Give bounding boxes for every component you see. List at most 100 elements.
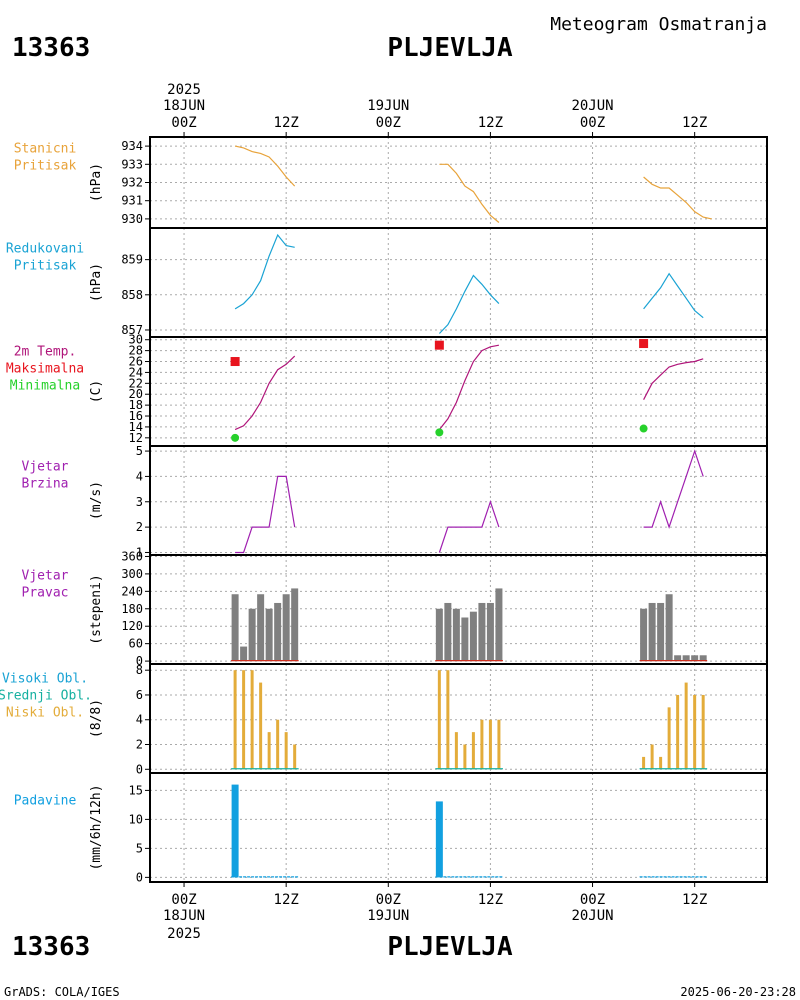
series-line xyxy=(643,358,704,400)
y-tick-label: 857 xyxy=(121,323,143,337)
data-bar xyxy=(659,756,663,770)
x-label-bottom-date: 18JUN xyxy=(163,908,205,924)
footer-generated: 2025-06-20-23:28 xyxy=(680,985,796,999)
data-bar xyxy=(259,682,263,770)
data-bar xyxy=(701,694,705,770)
data-bar xyxy=(240,646,248,662)
data-bar xyxy=(486,602,494,662)
data-bar xyxy=(684,682,688,770)
max-temp-marker xyxy=(434,340,444,350)
panel-label: Minimalna xyxy=(10,379,80,394)
y-tick-label: 0 xyxy=(136,762,143,776)
y-tick-label: 180 xyxy=(121,602,143,616)
max-temp-marker xyxy=(639,339,649,349)
panel-label: Pravac xyxy=(22,586,69,601)
min-temp-marker xyxy=(435,428,444,437)
data-bar xyxy=(257,594,265,662)
panel-label: Pritisak xyxy=(14,159,77,174)
panel-frame xyxy=(149,336,768,447)
y-tick-label: 858 xyxy=(121,288,143,302)
x-label-bottom-hour: 00Z xyxy=(580,892,605,908)
y-tick-label: 12 xyxy=(129,431,143,445)
data-bar xyxy=(250,670,254,770)
series-line xyxy=(234,145,296,187)
panel-precipitation: 0 5 10 15 Padavine (mm/6h/12h) xyxy=(14,772,768,884)
y-tick-label: 2 xyxy=(136,738,143,752)
y-tick-label: 5 xyxy=(136,444,143,458)
y-tick-label: 932 xyxy=(121,176,143,190)
y-axis-label: (m/s) xyxy=(89,481,104,520)
header-subtitle: Meteogram Osmatranja xyxy=(550,14,767,35)
data-bar xyxy=(454,732,458,770)
data-bar xyxy=(648,602,656,662)
data-bar xyxy=(437,670,441,770)
x-label-top-date: 20JUN xyxy=(571,98,613,114)
x-label-bottom-hour: 00Z xyxy=(376,892,401,908)
y-axis-label: (C) xyxy=(89,380,104,403)
series-line xyxy=(234,355,296,431)
x-label-top-hour: 12Z xyxy=(682,115,707,131)
panel-station_pressure: 930 931 932 933 934 Stanicni Pritisak (hPa) xyxy=(14,136,768,229)
max-temp-marker xyxy=(230,357,240,367)
panel-label: Visoki Obl. xyxy=(2,672,88,687)
y-tick-label: 930 xyxy=(121,212,143,226)
y-tick-label: 24 xyxy=(129,365,143,379)
x-label-top-hour: 00Z xyxy=(376,115,401,131)
data-bar xyxy=(284,732,288,770)
data-bar xyxy=(293,744,297,770)
data-bar xyxy=(435,801,443,878)
panel-frame xyxy=(149,227,768,338)
data-bar xyxy=(691,655,699,662)
series-line xyxy=(235,475,296,554)
data-bar xyxy=(693,694,697,770)
data-bar xyxy=(699,655,707,662)
data-bar xyxy=(291,588,299,662)
panel-label: Srednji Obl. xyxy=(0,689,92,704)
series-line xyxy=(439,163,500,223)
header-station-id: 13363 xyxy=(12,33,90,63)
panel-label: Vjetar xyxy=(22,460,69,475)
x-label-top-hour: 12Z xyxy=(478,115,503,131)
y-axis-label: (hPa) xyxy=(89,163,104,202)
data-bar xyxy=(667,707,671,770)
y-axis-label: (stepeni) xyxy=(89,574,104,644)
data-bar xyxy=(233,670,237,770)
panel-label: Stanicni xyxy=(14,142,77,157)
data-bar xyxy=(497,719,501,770)
y-tick-label: 933 xyxy=(121,157,143,171)
footer-credits: GrADS: COLA/IGES xyxy=(4,985,120,999)
data-bar xyxy=(640,608,648,662)
min-temp-marker xyxy=(231,433,240,442)
y-tick-label: 120 xyxy=(121,619,143,633)
footer-station-id: 13363 xyxy=(12,932,90,962)
x-label-top-date: 18JUN xyxy=(163,98,205,114)
header-station-name: PLJEVLJA xyxy=(387,33,513,63)
y-tick-label: 18 xyxy=(129,398,143,412)
x-label-top-hour: 00Z xyxy=(171,115,196,131)
data-bar xyxy=(471,732,475,770)
data-bar xyxy=(276,719,280,770)
x-label-top-date: 19JUN xyxy=(367,98,409,114)
data-bar xyxy=(682,655,690,662)
y-tick-label: 5 xyxy=(136,841,143,855)
data-bar xyxy=(469,611,477,662)
data-bar xyxy=(446,670,450,770)
y-tick-label: 300 xyxy=(121,567,143,581)
x-label-bottom-hour: 12Z xyxy=(478,892,503,908)
series-line xyxy=(438,499,500,553)
panel-label: Pritisak xyxy=(14,259,77,274)
y-tick-label: 30 xyxy=(129,333,143,347)
data-bar xyxy=(248,608,256,662)
data-bar xyxy=(435,608,443,662)
x-label-bottom-hour: 12Z xyxy=(682,892,707,908)
y-tick-label: 60 xyxy=(129,637,143,651)
y-tick-label: 20 xyxy=(129,387,143,401)
x-label-bottom-hour: 12Z xyxy=(274,892,299,908)
data-bar xyxy=(642,756,646,770)
min-temp-marker xyxy=(639,424,648,433)
y-tick-label: 28 xyxy=(129,344,143,358)
y-tick-label: 240 xyxy=(121,584,143,598)
y-tick-label: 1 xyxy=(136,545,143,559)
